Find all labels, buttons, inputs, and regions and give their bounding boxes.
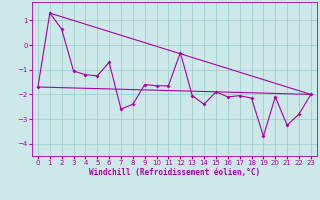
X-axis label: Windchill (Refroidissement éolien,°C): Windchill (Refroidissement éolien,°C) xyxy=(89,168,260,177)
